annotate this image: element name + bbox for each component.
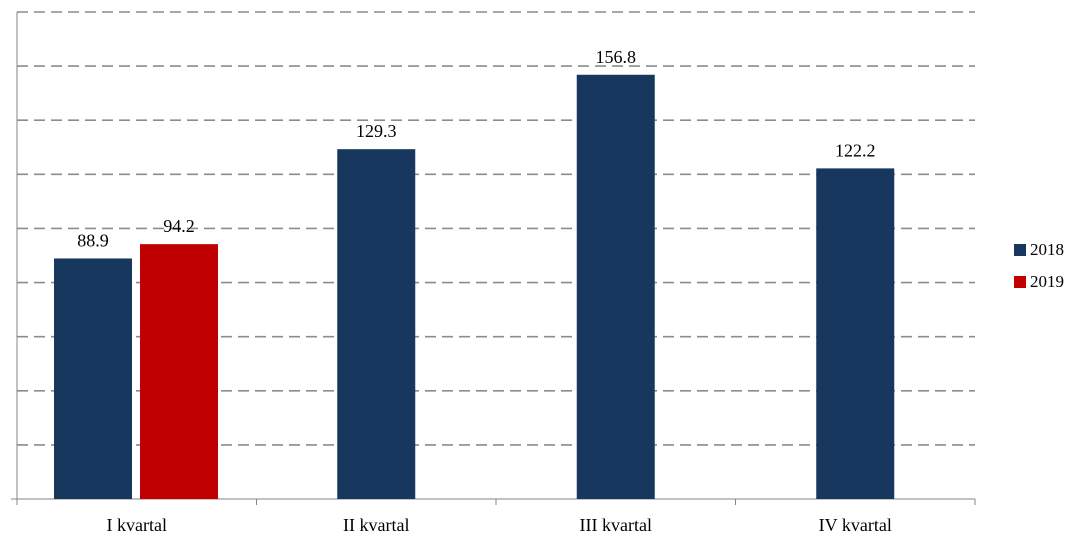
legend-label-2018: 2018 bbox=[1030, 240, 1064, 259]
legend-label-2019: 2019 bbox=[1030, 272, 1064, 291]
bar-2018-1 bbox=[54, 258, 132, 499]
legend: 2018 2019 bbox=[1014, 240, 1064, 304]
bar-chart: 88.9 94.2 I kvartal 129.3 II kvartal 156.8 III… bbox=[11, 11, 976, 535]
x-tick-label: IV kvartal bbox=[819, 515, 892, 535]
data-label: 122.2 bbox=[835, 140, 876, 160]
data-label: 129.3 bbox=[356, 121, 397, 141]
bar-2018-3 bbox=[576, 74, 655, 499]
legend-swatch-2019 bbox=[1014, 276, 1026, 288]
x-tick-label: III kvartal bbox=[580, 515, 652, 535]
bar-2019-1 bbox=[140, 244, 218, 499]
x-tick-label: II kvartal bbox=[343, 515, 409, 535]
x-tick-label: I kvartal bbox=[107, 515, 167, 535]
data-label: 94.2 bbox=[163, 216, 195, 236]
legend-item-2018: 2018 bbox=[1014, 240, 1064, 260]
bar-2018-2 bbox=[337, 149, 416, 499]
bar-2018-4 bbox=[816, 168, 895, 499]
legend-item-2019: 2019 bbox=[1014, 272, 1064, 292]
data-label: 88.9 bbox=[77, 230, 109, 250]
legend-swatch-2018 bbox=[1014, 244, 1026, 256]
data-label: 156.8 bbox=[596, 47, 637, 67]
